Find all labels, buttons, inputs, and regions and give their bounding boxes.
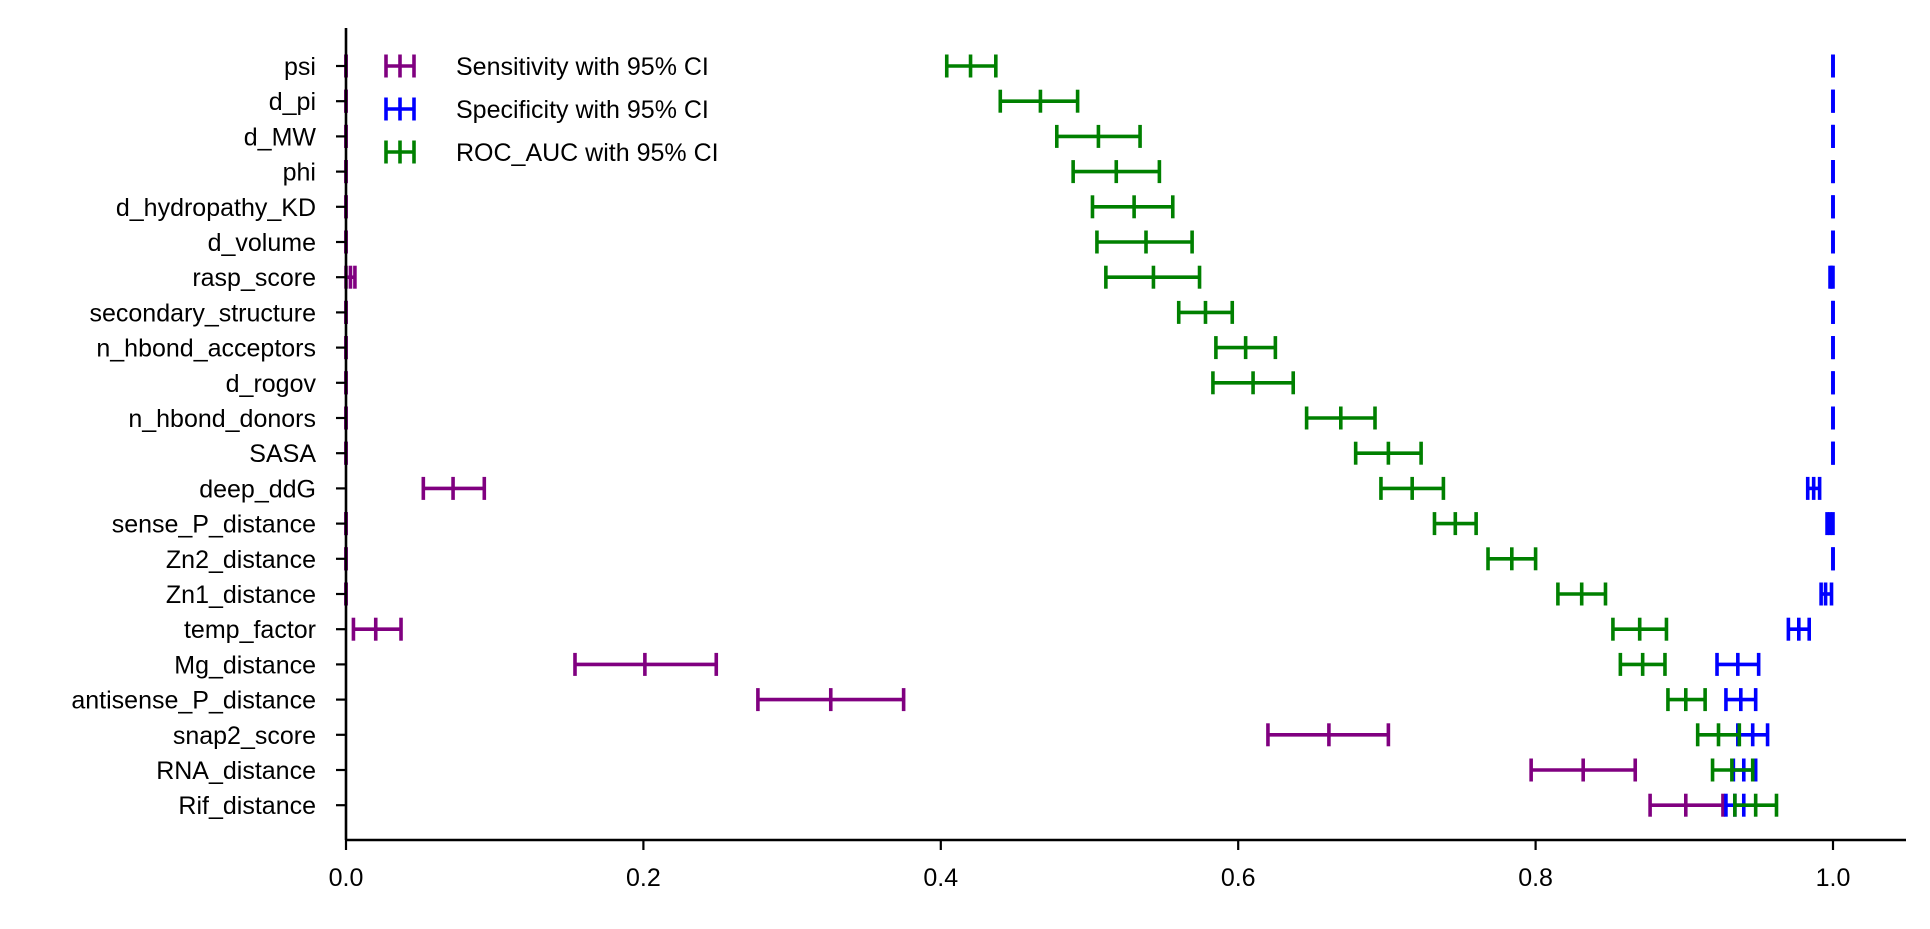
errorbar-roc_auc-rasp-score (1104, 265, 1202, 289)
errorbar-specificity-sense-p-distance (1825, 512, 1835, 536)
x-tick-label: 0.2 (626, 864, 661, 892)
errorbar-roc_auc-phi (1071, 160, 1162, 184)
errorbar-roc_auc-d-mw (1054, 124, 1142, 148)
errorbar-sensitivity-mg-distance (573, 652, 719, 676)
errorbar-roc_auc-d-pi (998, 89, 1080, 113)
errorbar-roc_auc-snap2-score (1695, 723, 1742, 747)
y-tick-label: antisense_P_distance (71, 687, 316, 715)
y-tick-label: n_hbond_donors (128, 405, 316, 433)
y-tick-label: temp_factor (184, 616, 316, 644)
legend-item: Sensitivity with 95% CI (384, 53, 709, 81)
errorbar-roc_auc-deep-ddg (1379, 476, 1446, 500)
errorbar-specificity-zn1-distance (1819, 582, 1834, 606)
errorbar-roc_auc-n-hbond-donors (1304, 406, 1377, 430)
errorbar-sensitivity-snap2-score (1266, 723, 1391, 747)
errorbar-sensitivity-deep-ddg (421, 476, 487, 500)
errorbar-roc_auc-rif-distance (1733, 793, 1779, 817)
y-tick-label: RNA_distance (156, 757, 316, 785)
errorbar-roc_auc-d-hydropathy-kd (1090, 195, 1175, 219)
x-tick-label: 0.0 (329, 864, 364, 892)
errorbar-specificity-deep-ddg (1805, 476, 1822, 500)
errorbar-sensitivity-rasp-score (344, 265, 357, 289)
y-tick-label: psi (284, 53, 316, 81)
y-tick-label: d_hydropathy_KD (116, 194, 316, 222)
legend-item: Specificity with 95% CI (384, 96, 709, 124)
errorbar-roc_auc-psi (944, 54, 998, 78)
y-tick-label: snap2_score (173, 722, 316, 750)
x-tick-label: 1.0 (1816, 864, 1851, 892)
errorbar-specificity-snap2-score (1736, 723, 1770, 747)
legend-label: Sensitivity with 95% CI (456, 53, 709, 81)
y-tick-label: Mg_distance (174, 651, 316, 679)
y-tick-label: phi (283, 159, 316, 187)
y-tick-label: rasp_score (192, 264, 316, 292)
errorbar-roc_auc-antisense-p-distance (1666, 688, 1707, 712)
y-tick-label: SASA (249, 440, 316, 468)
legend-label: ROC_AUC with 95% CI (456, 139, 719, 167)
errorbar-roc_auc-sense-p-distance (1432, 512, 1478, 536)
errorbar-roc_auc-d-volume (1095, 230, 1194, 254)
y-tick-label: secondary_structure (89, 299, 316, 327)
legend-item: ROC_AUC with 95% CI (384, 139, 719, 167)
y-tick-label: d_MW (244, 123, 317, 151)
y-tick-label: Zn1_distance (166, 581, 316, 609)
y-tick-label: Rif_distance (178, 792, 316, 820)
errorbar-sensitivity-antisense-p-distance (756, 688, 906, 712)
errorbar-roc_auc-rna-distance (1710, 758, 1755, 782)
errorbar-roc_auc-secondary-structure (1176, 300, 1235, 324)
x-tick-label: 0.6 (1221, 864, 1256, 892)
errorbar-roc_auc-n-hbond-acceptors (1214, 336, 1278, 360)
chart-marks (344, 54, 1835, 817)
y-tick-label: Zn2_distance (166, 546, 316, 574)
errorbar-specificity-rasp-score (1828, 265, 1835, 289)
errorbar-roc_auc-temp-factor (1611, 617, 1669, 641)
errorbar-roc_auc-d-rogov (1211, 371, 1296, 395)
errorbar-sensitivity-rif-distance (1648, 793, 1725, 817)
errorbar-specificity-temp-factor (1786, 617, 1812, 641)
legend-label: Specificity with 95% CI (456, 96, 709, 124)
errorbar-roc_auc-zn1-distance (1556, 582, 1608, 606)
errorbar-sensitivity-temp-factor (351, 617, 403, 641)
errorbar-specificity-antisense-p-distance (1724, 688, 1758, 712)
errorbar-sensitivity-rna-distance (1529, 758, 1638, 782)
y-tick-label: d_pi (269, 88, 316, 116)
y-tick-label: sense_P_distance (112, 511, 316, 539)
y-tick-label: deep_ddG (199, 475, 316, 503)
errorbar-roc_auc-zn2-distance (1486, 547, 1538, 571)
y-tick-label: d_rogov (226, 370, 317, 398)
errorbar-roc_auc-mg-distance (1618, 652, 1667, 676)
x-tick-label: 0.8 (1518, 864, 1553, 892)
chart-legend: Sensitivity with 95% CI Specificity with … (384, 53, 719, 167)
x-tick-label: 0.4 (923, 864, 958, 892)
errorbar-specificity-mg-distance (1715, 652, 1761, 676)
y-tick-label: n_hbond_acceptors (96, 335, 316, 363)
errorbar-roc_auc-sasa (1353, 441, 1423, 465)
y-tick-label: d_volume (208, 229, 316, 257)
